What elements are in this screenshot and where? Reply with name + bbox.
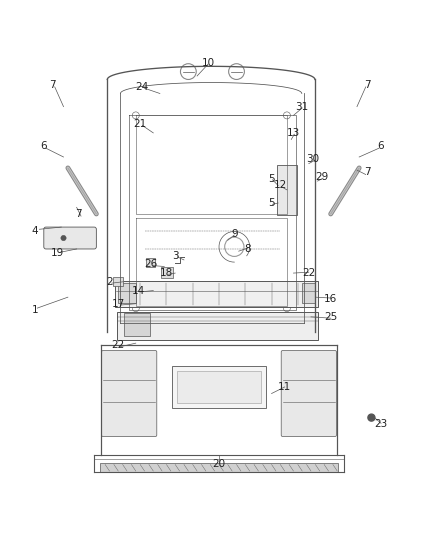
Text: 8: 8 — [244, 244, 251, 254]
FancyBboxPatch shape — [161, 267, 173, 278]
Text: 17: 17 — [112, 298, 125, 309]
Text: 4: 4 — [32, 227, 39, 237]
Text: 14: 14 — [131, 286, 145, 296]
Text: 11: 11 — [278, 382, 291, 392]
Text: 19: 19 — [50, 248, 64, 259]
Text: 3: 3 — [172, 251, 179, 261]
Text: 10: 10 — [201, 58, 215, 68]
Text: 5: 5 — [268, 198, 275, 208]
Text: 23: 23 — [374, 419, 388, 429]
FancyBboxPatch shape — [281, 351, 336, 437]
Text: 6: 6 — [40, 141, 47, 151]
FancyBboxPatch shape — [115, 281, 318, 307]
Text: 31: 31 — [296, 102, 309, 111]
Text: 9: 9 — [231, 229, 238, 239]
Circle shape — [61, 236, 66, 241]
Text: 16: 16 — [324, 294, 337, 304]
Text: 6: 6 — [378, 141, 385, 151]
Text: 24: 24 — [136, 82, 149, 92]
Text: 12: 12 — [274, 181, 287, 190]
FancyBboxPatch shape — [113, 277, 123, 286]
Text: 13: 13 — [287, 128, 300, 138]
FancyBboxPatch shape — [102, 351, 157, 437]
Text: 2: 2 — [106, 277, 113, 287]
FancyBboxPatch shape — [177, 371, 261, 403]
Text: 7: 7 — [364, 80, 371, 90]
Text: 7: 7 — [75, 209, 82, 219]
Text: 26: 26 — [145, 260, 158, 269]
Text: 7: 7 — [364, 167, 371, 177]
FancyBboxPatch shape — [277, 165, 297, 215]
Text: 1: 1 — [32, 305, 39, 316]
Text: 20: 20 — [212, 458, 226, 469]
FancyBboxPatch shape — [117, 312, 318, 340]
Text: 21: 21 — [134, 119, 147, 129]
FancyBboxPatch shape — [44, 227, 96, 249]
Text: 30: 30 — [307, 154, 320, 164]
Text: 29: 29 — [315, 172, 328, 182]
FancyBboxPatch shape — [118, 282, 136, 303]
Text: 22: 22 — [112, 341, 125, 350]
FancyBboxPatch shape — [124, 313, 150, 336]
Text: 7: 7 — [49, 80, 56, 90]
Text: 22: 22 — [302, 268, 315, 278]
Text: 5: 5 — [268, 174, 275, 184]
FancyBboxPatch shape — [100, 463, 338, 472]
FancyBboxPatch shape — [146, 258, 155, 267]
FancyBboxPatch shape — [302, 282, 315, 303]
Text: 25: 25 — [324, 312, 337, 322]
FancyBboxPatch shape — [172, 366, 266, 408]
Text: 18: 18 — [160, 268, 173, 278]
Circle shape — [368, 414, 375, 421]
